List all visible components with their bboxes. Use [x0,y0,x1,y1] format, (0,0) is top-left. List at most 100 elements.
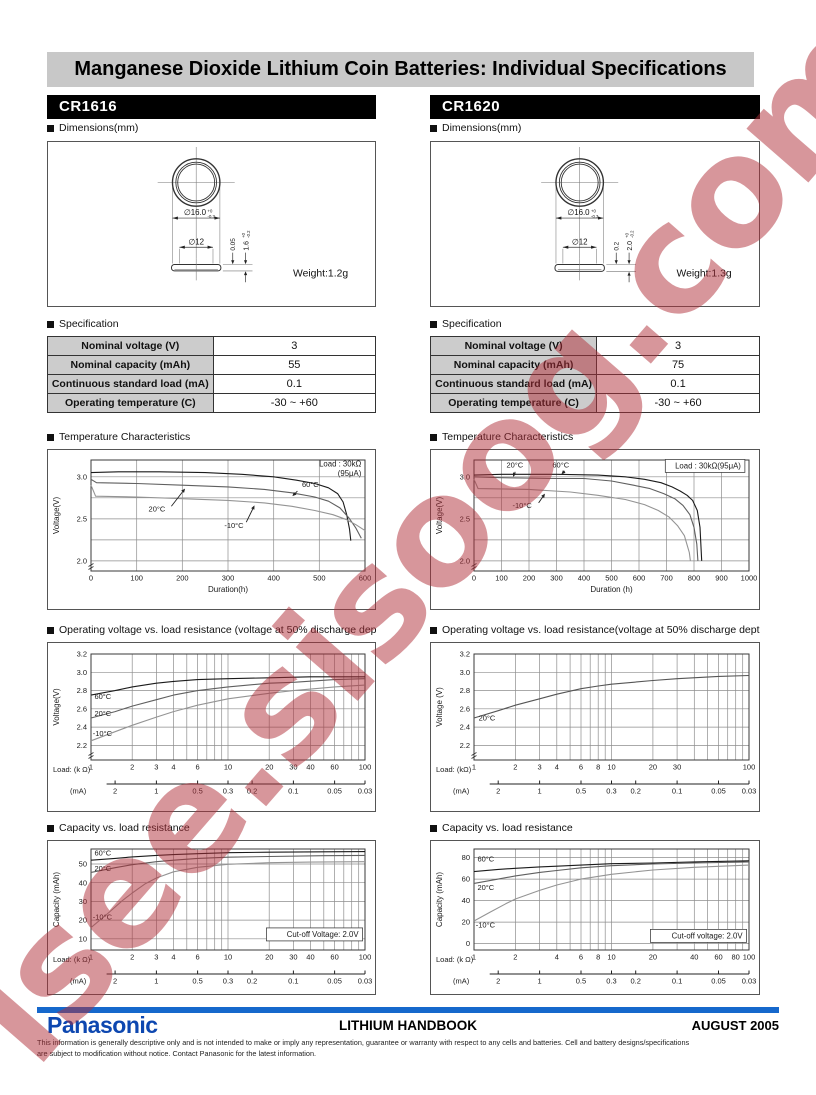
outer-diameter-label: ∅16.0 [184,208,207,217]
table-row: Nominal voltage (V)3 [431,337,760,356]
svg-text:60°C: 60°C [94,848,111,857]
spec-label: Nominal capacity (mAh) [431,356,597,375]
svg-text:100: 100 [495,574,508,583]
svg-text:900: 900 [715,574,728,583]
spec-value: -30 ~ +60 [597,394,760,413]
svg-text:600: 600 [359,574,372,583]
outer-diameter-tol-top: +0 [591,209,596,214]
svg-text:2: 2 [513,953,517,962]
svg-text:1: 1 [154,787,158,796]
section-specification: Specification [430,318,760,330]
column-cr1620: CR1620 Dimensions(mm) [430,95,760,1000]
svg-text:3.0: 3.0 [460,472,470,481]
section-label: Operating voltage vs. load resistance (v… [59,624,376,636]
svg-text:Load: (k Ω): Load: (k Ω) [53,765,91,774]
svg-text:Duration(h): Duration(h) [208,585,248,594]
svg-text:20°C: 20°C [477,883,494,892]
svg-text:100: 100 [359,763,372,772]
weight-label: Weight:1.3g [677,268,732,279]
svg-text:3: 3 [538,763,542,772]
svg-text:30: 30 [79,897,87,906]
section-label: Capacity vs. load resistance [442,822,573,834]
svg-text:500: 500 [605,574,618,583]
svg-text:30: 30 [673,763,681,772]
svg-text:0.1: 0.1 [672,787,682,796]
table-row: Nominal voltage (V)3 [48,337,376,356]
svg-text:40: 40 [306,763,314,772]
svg-text:0.1: 0.1 [288,787,298,796]
svg-text:0.03: 0.03 [742,787,757,796]
svg-text:Load : 30kΩ(95μA): Load : 30kΩ(95μA) [675,461,741,470]
section-capacity: Capacity vs. load resistance [430,822,760,834]
footer-date: AUGUST 2005 [616,1018,779,1033]
section-temperature: Temperature Characteristics [430,431,760,443]
section-bullet-icon [47,825,54,832]
svg-text:2.6: 2.6 [77,704,87,713]
section-bullet-icon [430,825,437,832]
svg-text:20°C: 20°C [479,714,496,723]
svg-text:400: 400 [267,574,280,583]
spec-label: Continuous standard load (mA) [48,375,214,394]
svg-text:0.3: 0.3 [606,977,616,986]
svg-text:2.0: 2.0 [77,557,87,566]
svg-text:20°C: 20°C [94,864,111,873]
svg-text:1: 1 [154,977,158,986]
svg-text:0.05: 0.05 [327,977,342,986]
svg-text:-10°C: -10°C [93,913,113,922]
svg-text:60: 60 [330,763,338,772]
svg-text:1: 1 [538,977,542,986]
svg-text:2.6: 2.6 [460,704,470,713]
svg-text:40: 40 [79,878,87,887]
svg-text:-10°C: -10°C [513,501,533,510]
svg-text:10: 10 [607,763,615,772]
svg-text:6: 6 [196,763,200,772]
table-row: Operating temperature (C)-30 ~ +60 [431,394,760,413]
dimensions-panel: ∅16.0 +0 -0.3 ∅12 0.05 1.6 +0 -0.2 Weigh… [47,141,376,307]
svg-text:500: 500 [313,574,326,583]
svg-text:60: 60 [462,875,470,884]
svg-text:20: 20 [265,763,273,772]
svg-text:Voltage (V): Voltage (V) [435,687,444,727]
svg-text:10: 10 [607,953,615,962]
svg-text:0.2: 0.2 [247,977,257,986]
spec-value: 3 [213,337,375,356]
section-bullet-icon [47,434,54,441]
svg-text:4: 4 [555,953,559,962]
thickness-label: 1.6 [244,241,251,251]
svg-text:100: 100 [130,574,143,583]
svg-text:2.5: 2.5 [77,514,87,523]
section-capacity: Capacity vs. load resistance [47,822,376,834]
svg-text:Load: (k Ω): Load: (k Ω) [436,955,474,964]
svg-text:(mA): (mA) [453,977,470,986]
svg-text:600: 600 [633,574,646,583]
svg-text:4: 4 [555,763,559,772]
svg-text:0.3: 0.3 [223,977,233,986]
svg-text:10: 10 [224,763,232,772]
svg-text:2.5: 2.5 [460,514,470,523]
svg-text:20: 20 [649,953,657,962]
section-bullet-icon [47,125,54,132]
svg-text:2: 2 [113,787,117,796]
svg-text:6: 6 [196,953,200,962]
svg-text:(95μA): (95μA) [338,469,362,478]
svg-text:20: 20 [649,763,657,772]
section-label: Specification [442,318,502,330]
svg-text:20°C: 20°C [506,461,523,470]
svg-text:100: 100 [743,763,756,772]
svg-text:Capacity (mAh): Capacity (mAh) [52,872,61,927]
svg-text:Voltage(V): Voltage(V) [435,496,444,534]
svg-text:Cut-off voltage: 2.0V: Cut-off voltage: 2.0V [672,931,744,940]
svg-text:80: 80 [732,953,740,962]
section-label: Dimensions(mm) [59,122,138,134]
thickness-tol-bot: -0.2 [246,230,251,238]
section-dimensions: Dimensions(mm) [47,122,376,134]
spec-table: Nominal voltage (V)3 Nominal capacity (m… [430,336,760,413]
svg-text:4: 4 [171,763,175,772]
section-bullet-icon [47,627,54,634]
svg-text:50: 50 [79,860,87,869]
spec-value: 55 [213,356,375,375]
section-bullet-icon [430,434,437,441]
svg-text:0.5: 0.5 [192,787,202,796]
spec-label: Operating temperature (C) [48,394,214,413]
